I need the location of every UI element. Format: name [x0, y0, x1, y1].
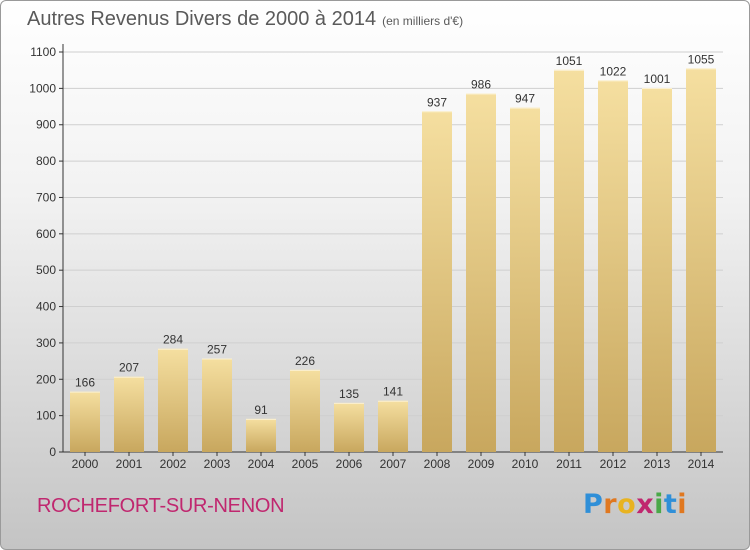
- y-tick-label: 100: [36, 409, 56, 423]
- logo-letter: t: [663, 489, 678, 520]
- bar-2007: [378, 400, 408, 452]
- bar-2004: [246, 418, 276, 452]
- bar-2013: [642, 88, 672, 452]
- bar-2011: [554, 69, 584, 453]
- bar-2002: [158, 348, 188, 452]
- bar-2006: [334, 402, 364, 452]
- bar-2012: [598, 80, 628, 452]
- x-tick-label: 2006: [336, 457, 363, 471]
- x-tick-label: 2009: [468, 457, 495, 471]
- bar-2010: [510, 107, 540, 453]
- bar-2003: [202, 358, 232, 452]
- data-label: 1051: [556, 54, 583, 68]
- data-label: 257: [207, 343, 227, 357]
- bar-2000: [70, 391, 100, 452]
- x-tick-label: 2007: [380, 457, 407, 471]
- x-tick-label: 2003: [204, 457, 231, 471]
- chart-title: Autres Revenus Divers de 2000 à 2014 (en …: [27, 8, 463, 31]
- logo-letter: r: [603, 489, 618, 520]
- data-label: 91: [254, 403, 268, 417]
- y-tick-label: 600: [36, 227, 56, 241]
- y-tick-label: 0: [49, 445, 56, 459]
- y-tick-label: 500: [36, 263, 56, 277]
- title-text: Autres Revenus Divers de 2000 à 2014: [27, 8, 377, 30]
- data-label: 207: [119, 361, 139, 375]
- bar-2014: [686, 68, 716, 452]
- y-tick-label: 400: [36, 300, 56, 314]
- bar-2008: [422, 111, 452, 452]
- bar-2005: [290, 369, 320, 452]
- y-tick-label: 1000: [29, 81, 56, 95]
- x-tick-label: 2012: [600, 457, 627, 471]
- bar-2009: [466, 93, 496, 453]
- data-label: 986: [471, 77, 491, 91]
- data-label: 135: [339, 387, 359, 401]
- subtitle-text: (en milliers d'€): [382, 14, 464, 28]
- x-tick-label: 2000: [72, 457, 99, 471]
- data-label: 141: [383, 385, 403, 399]
- x-tick-label: 2008: [424, 457, 451, 471]
- x-tick-label: 2002: [160, 457, 187, 471]
- data-label: 937: [427, 95, 447, 109]
- commune-name: ROCHEFORT-SUR-NENON: [37, 495, 285, 517]
- logo-letter: i: [677, 489, 688, 520]
- data-label: 1001: [644, 72, 671, 86]
- data-label: 1022: [600, 64, 627, 78]
- x-tick-label: 2011: [556, 457, 582, 471]
- data-label: 284: [163, 333, 183, 347]
- x-tick-label: 2004: [248, 457, 275, 471]
- y-tick-label: 700: [36, 190, 56, 204]
- x-tick-label: 2013: [644, 457, 671, 471]
- data-label: 226: [295, 354, 315, 368]
- y-tick-label: 200: [36, 372, 56, 386]
- x-tick-label: 2014: [688, 457, 715, 471]
- x-tick-label: 2005: [292, 457, 319, 471]
- proxiti-logo[interactable]: Proxiti: [583, 489, 687, 520]
- y-tick-label: 300: [36, 336, 56, 350]
- y-tick-label: 800: [36, 154, 56, 168]
- data-label: 1055: [688, 52, 715, 66]
- data-label: 947: [515, 92, 535, 106]
- logo-letter: x: [636, 489, 655, 520]
- logo-letter: o: [617, 489, 637, 520]
- logo-letter: i: [654, 489, 664, 520]
- data-label: 166: [75, 376, 95, 390]
- y-tick-label: 1100: [30, 45, 56, 59]
- x-tick-label: 2010: [512, 457, 539, 471]
- x-tick-label: 2001: [116, 457, 143, 471]
- bar-2001: [114, 376, 144, 452]
- y-tick-label: 900: [36, 118, 56, 132]
- logo-letter: P: [583, 489, 604, 520]
